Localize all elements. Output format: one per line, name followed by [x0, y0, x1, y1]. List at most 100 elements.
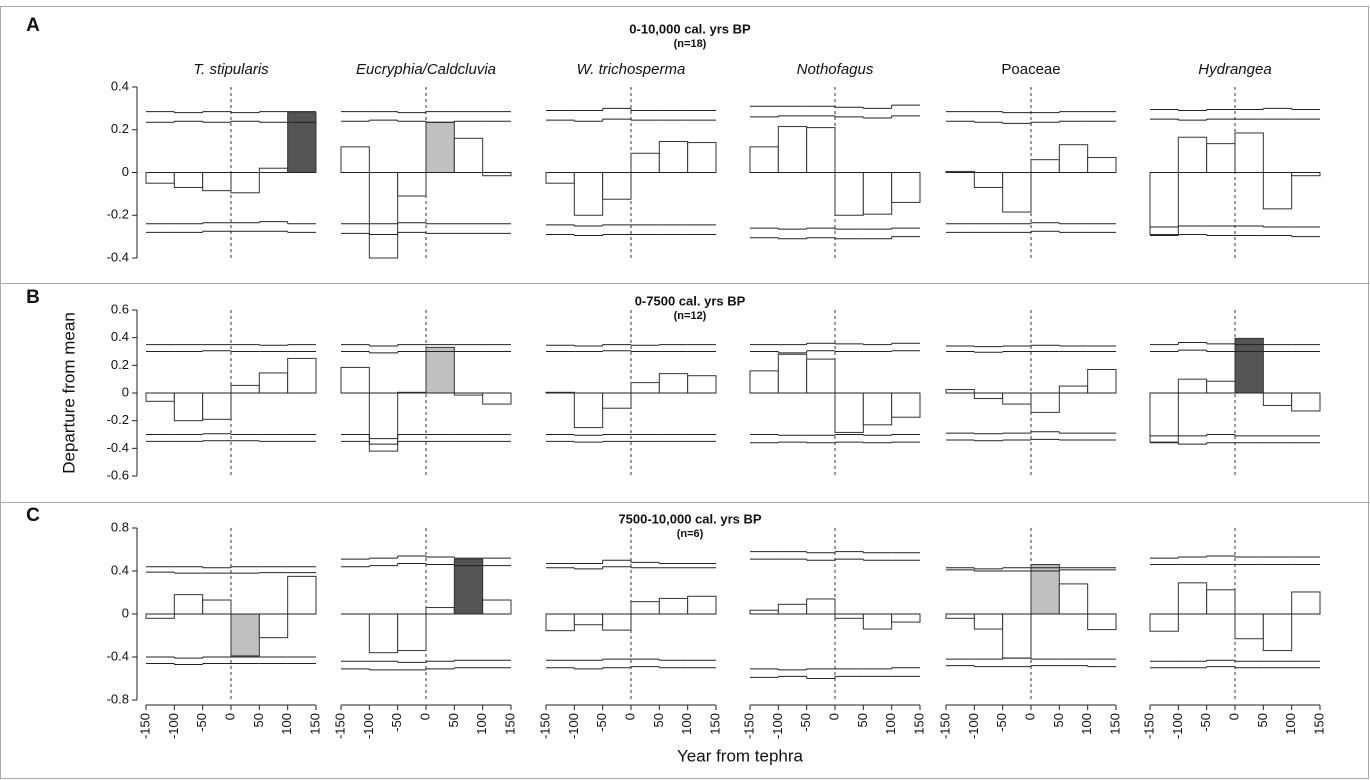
- bar: [573, 613, 604, 626]
- x-tick-label: 100: [1283, 713, 1298, 735]
- x-tick-label: -150: [137, 713, 152, 739]
- y-tick-label: 0.4: [111, 562, 129, 577]
- bar: [1206, 143, 1236, 174]
- bar: [145, 392, 175, 402]
- x-tick-label: 100: [679, 713, 694, 735]
- bar: [749, 609, 779, 615]
- bar: [1058, 583, 1089, 615]
- taxon-title: T. stipularis: [193, 61, 269, 78]
- bar: [340, 146, 370, 174]
- x-tick-label: 0: [826, 713, 841, 720]
- bar: [687, 142, 717, 173]
- y-tick-label: -0.8: [107, 691, 129, 706]
- bar: [425, 607, 455, 615]
- bar: [749, 370, 779, 394]
- bar: [202, 599, 232, 615]
- bar: [1262, 613, 1293, 652]
- bar: [1058, 144, 1089, 173]
- y-tick-label: 0.6: [111, 301, 129, 316]
- y-tick-label: -0.2: [107, 207, 129, 222]
- y-tick-label: -0.4: [107, 440, 129, 455]
- bar: [687, 375, 717, 394]
- bar: [1087, 368, 1117, 394]
- bar: [425, 121, 455, 174]
- x-tick-label: -100: [1170, 713, 1185, 739]
- row-subtitle: (n=18): [674, 38, 707, 50]
- x-tick-label: -150: [537, 713, 552, 739]
- bar: [945, 389, 975, 394]
- bar: [368, 613, 399, 654]
- bar: [1030, 159, 1060, 174]
- taxon-title: Nothofagus: [797, 61, 874, 78]
- x-tick-label: -50: [194, 713, 209, 732]
- bar: [368, 172, 399, 259]
- x-tick-label: 150: [1107, 713, 1122, 735]
- x-tick-label: 100: [279, 713, 294, 735]
- y-tick-label: 0.2: [111, 357, 129, 372]
- x-tick-label: 100: [883, 713, 898, 735]
- bar: [806, 598, 836, 615]
- bar: [1177, 378, 1208, 394]
- bar: [1262, 172, 1293, 210]
- bar: [1234, 613, 1264, 640]
- x-tick-label: -100: [166, 713, 181, 739]
- x-tick-label: 150: [911, 713, 926, 735]
- x-tick-label: -100: [566, 713, 581, 739]
- row-label: B: [26, 287, 40, 308]
- bar: [834, 613, 864, 619]
- bar: [287, 112, 317, 173]
- x-tick-label: -150: [332, 713, 347, 739]
- bar: [1149, 613, 1179, 632]
- row-subtitle: (n=6): [677, 528, 704, 540]
- x-tick-label: 100: [1079, 713, 1094, 735]
- bar: [1030, 392, 1060, 413]
- y-axis-label: Departure from mean: [59, 312, 78, 474]
- bar: [573, 392, 604, 429]
- y-tick-label: -0.2: [107, 412, 129, 427]
- bar: [545, 613, 575, 632]
- x-tick-label: 50: [651, 713, 666, 727]
- bar: [602, 613, 632, 631]
- bar: [687, 595, 717, 615]
- bar: [1030, 564, 1060, 615]
- x-tick-label: 0: [622, 713, 637, 720]
- bar: [891, 392, 921, 418]
- bar: [891, 172, 921, 203]
- bar: [1002, 613, 1032, 659]
- bar: [425, 346, 455, 394]
- x-tick-label: -50: [994, 713, 1009, 732]
- y-tick-label: 0.4: [111, 78, 129, 93]
- bar: [862, 172, 893, 215]
- bar: [202, 392, 232, 420]
- bar: [173, 594, 204, 615]
- bar: [777, 126, 808, 173]
- bar: [573, 172, 604, 216]
- bar: [258, 613, 289, 639]
- x-tick-label: -50: [389, 713, 404, 732]
- bar: [806, 127, 836, 174]
- bar: [749, 146, 779, 174]
- bar: [258, 372, 289, 394]
- bar: [630, 152, 660, 173]
- bar: [340, 366, 370, 394]
- bar: [453, 558, 484, 615]
- bar: [1291, 591, 1321, 615]
- x-tick-label: 150: [307, 713, 322, 735]
- taxon-title: Poaceae: [1001, 61, 1060, 78]
- bar: [806, 358, 836, 394]
- x-tick-label: 150: [1311, 713, 1326, 735]
- y-tick-label: 0: [122, 605, 129, 620]
- bar: [777, 353, 808, 394]
- x-axis-label: Year from tephra: [677, 746, 804, 765]
- x-tick-label: 50: [1051, 713, 1066, 727]
- bar: [397, 613, 427, 652]
- x-tick-label: -150: [1141, 713, 1156, 739]
- y-tick-label: -0.6: [107, 467, 129, 482]
- x-tick-label: -100: [770, 713, 785, 739]
- x-tick-label: -50: [1198, 713, 1213, 732]
- y-tick-label: 0.4: [111, 329, 129, 344]
- bar: [1087, 157, 1117, 174]
- x-tick-label: 50: [1255, 713, 1270, 727]
- x-tick-label: 50: [446, 713, 461, 727]
- bar: [1149, 172, 1179, 235]
